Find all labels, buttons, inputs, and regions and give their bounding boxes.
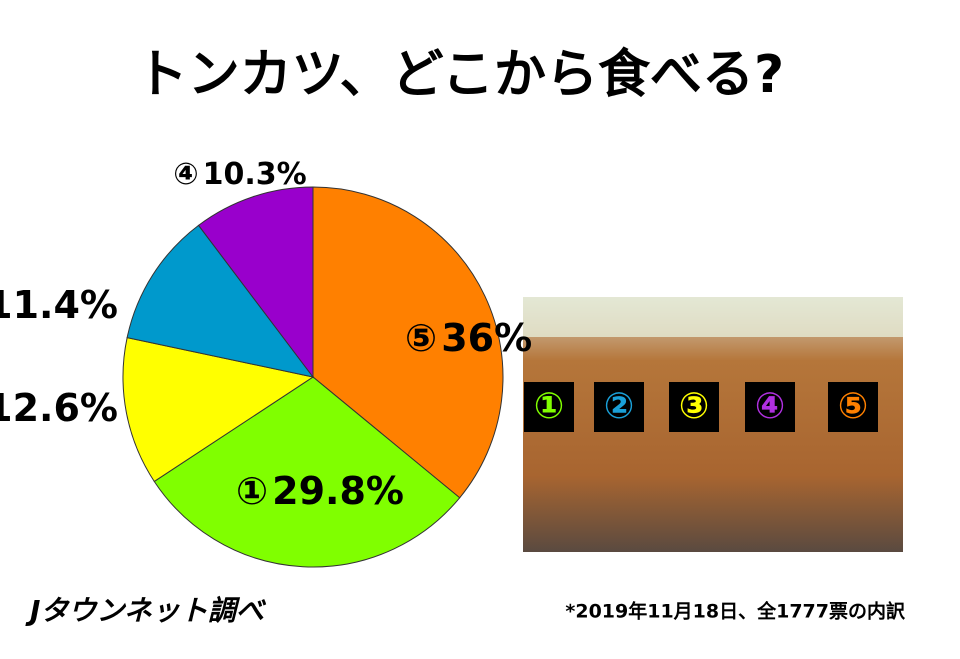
photo-label-box [594,382,644,432]
slice-value-label: 10.3% [203,157,307,192]
pie-slice [126,224,315,378]
slice-category: ⑤ [405,316,437,360]
photo-label: ② [604,386,634,427]
pie-slice [122,337,315,483]
photo-label: ③ [679,386,709,427]
slice-value-label: 12.6% [0,386,118,430]
slice-value-label: 36% [441,316,532,360]
photo-label: ⑤ [838,386,868,427]
note: *2019年11月18日、全1777票の内訳 [565,600,906,623]
slice-category: ① [236,469,268,513]
pie-slice [153,376,461,568]
photo-label-box [828,382,878,432]
slice-value-label: 11.4% [0,283,118,327]
pie-slice [197,186,314,379]
slice-label: ②11.4% [0,283,118,327]
source: Jタウンネット調べ [25,594,267,627]
slice-label: ⑤ 36% [405,316,532,360]
photo-label-box [524,382,574,432]
photo-cabbage [523,297,903,337]
slice-category: ④ [173,157,198,192]
pie-slice [312,186,504,499]
photo-label-box [669,382,719,432]
photo-label: ④ [755,386,785,427]
chart-title: トンカツ、どこから食べる? [136,45,784,105]
photo-label: ① [534,386,564,427]
slice-value-label: 29.8% [272,469,404,513]
photo-label-box [745,382,795,432]
slice-label: ① 29.8% [236,469,404,513]
pie [122,186,504,568]
slice-label: ③12.6% [0,386,118,430]
slice-label: ④ 10.3% [173,157,306,192]
